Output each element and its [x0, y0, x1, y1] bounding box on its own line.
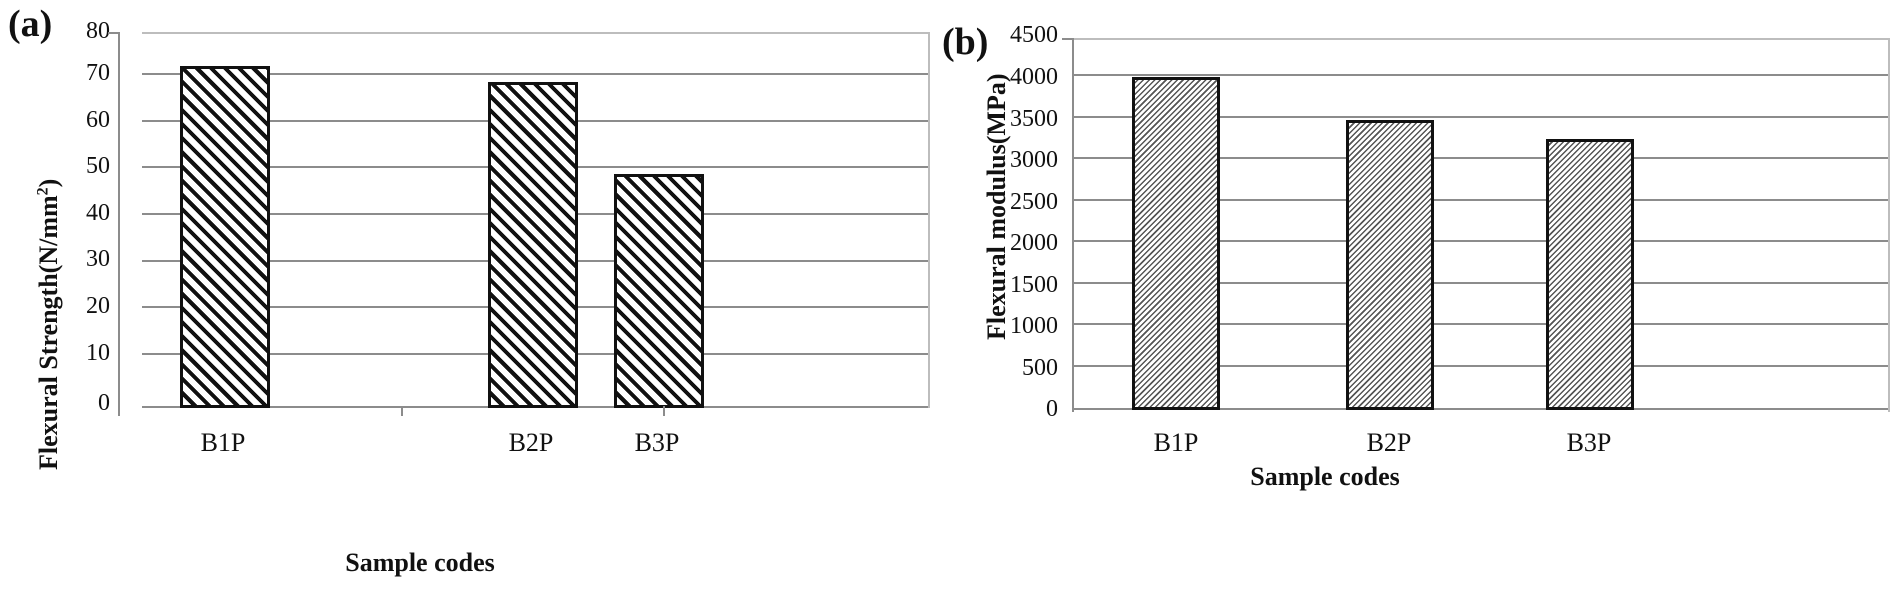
y-tick-label: 40 [86, 200, 110, 226]
bar-b1p [180, 66, 270, 408]
x-category-label: B1P [200, 428, 246, 457]
y-tick-label: 10 [86, 340, 110, 366]
panel-b-x-axis-title: Sample codes [1250, 462, 1400, 491]
y-tick-label: 60 [86, 107, 110, 133]
panel-a-plot-area [142, 32, 930, 408]
y-tick-label: 30 [86, 246, 110, 272]
y-tick-label: 80 [86, 18, 110, 44]
y-tick-label: 4000 [1010, 64, 1058, 90]
bar-b2p [488, 82, 578, 408]
y-tick-label: 4500 [1010, 22, 1058, 48]
gridline [1072, 38, 1890, 40]
y-tick-label: 3000 [1010, 147, 1058, 173]
panel-a-label: (a) [8, 3, 53, 45]
y-tick-label: 2000 [1010, 230, 1058, 256]
gridline [1072, 365, 1890, 367]
x-category-label: B1P [1153, 428, 1199, 457]
panel-a: (a) Flexural Strength(N/mm2) 80 70 60 50… [0, 0, 930, 595]
panel-b-y-axis [1072, 38, 1074, 412]
gridline [1072, 157, 1890, 159]
gridline [1072, 116, 1890, 118]
x-category-label: B2P [508, 428, 554, 457]
y-tick-label: 3500 [1010, 106, 1058, 132]
x-category-label: B2P [1366, 428, 1412, 457]
gridline [1072, 282, 1890, 284]
y-tick-label: 70 [86, 60, 110, 86]
plot-border [928, 32, 930, 408]
bar-b3p [614, 174, 704, 408]
plot-border [1888, 38, 1890, 412]
y-tick-label: 20 [86, 293, 110, 319]
x-axis-line [1072, 408, 1890, 410]
gridline [142, 73, 930, 75]
y-tick [1062, 38, 1072, 40]
panel-b-label: (b) [942, 21, 989, 63]
y-tick-label: 500 [1022, 355, 1058, 381]
panel-a-x-axis-title: Sample codes [345, 548, 495, 577]
x-category-label: B3P [634, 428, 680, 457]
bar-b3p [1546, 139, 1634, 410]
x-category-label: B3P [1566, 428, 1612, 457]
x-tick [118, 406, 120, 416]
bar-b2p [1346, 120, 1434, 410]
panel-b: (b) Flexural modulus(MPa) 4500 4000 3500… [940, 0, 1892, 595]
y-tick-label: 2500 [1010, 189, 1058, 215]
gridline [1072, 240, 1890, 242]
y-tick-label: 1000 [1010, 313, 1058, 339]
y-tick-label: 1500 [1010, 272, 1058, 298]
panel-b-plot-area [1072, 38, 1890, 412]
bar-b1p [1132, 77, 1220, 410]
gridline [142, 32, 930, 34]
gridline [1072, 323, 1890, 325]
panel-a-y-axis [118, 32, 120, 412]
x-tick [663, 406, 665, 416]
y-tick-label: 0 [1046, 396, 1058, 422]
gridline [1072, 74, 1890, 76]
y-tick-label: 50 [86, 153, 110, 179]
y-tick [108, 32, 118, 34]
y-tick-label: 0 [98, 390, 110, 416]
x-tick [401, 406, 403, 416]
gridline [1072, 199, 1890, 201]
